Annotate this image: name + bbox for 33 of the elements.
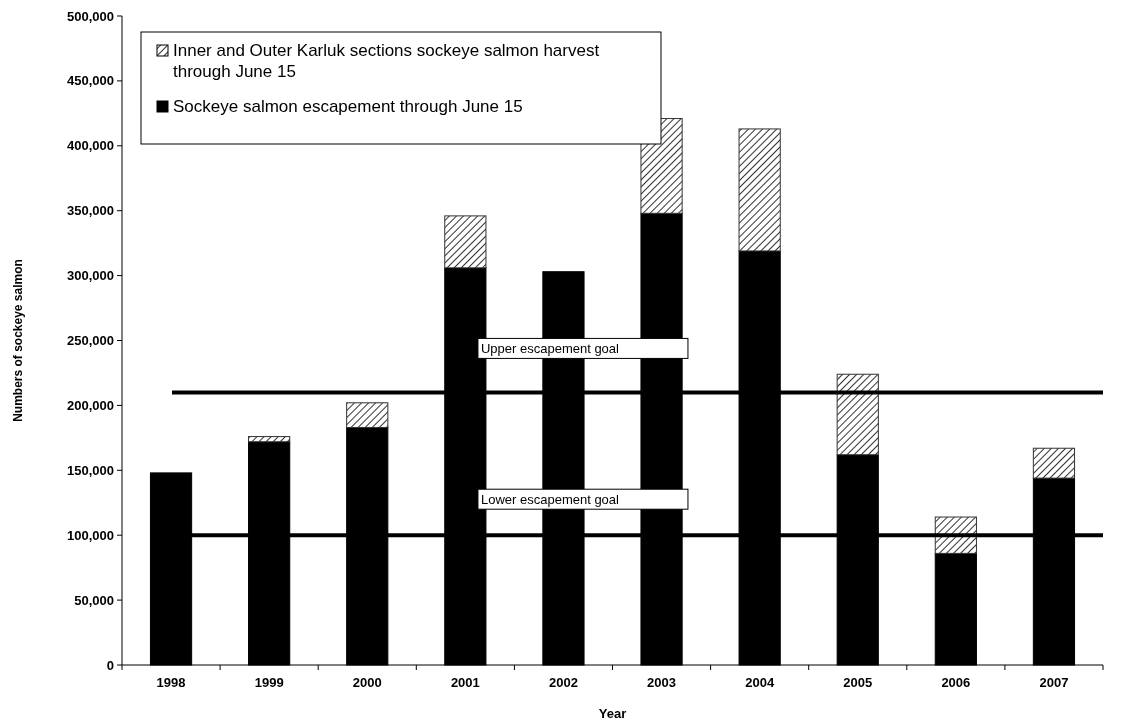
- y-tick-label: 450,000: [67, 73, 114, 89]
- y-axis-title: Numbers of sockeye salmon: [11, 259, 25, 422]
- y-tick-label: 250,000: [67, 333, 114, 349]
- x-tick-label: 2003: [647, 675, 677, 690]
- ref-line-label: Lower escapement goal: [480, 492, 620, 508]
- bar: [346, 402, 389, 428]
- bar: [444, 215, 487, 269]
- bar: [248, 436, 291, 443]
- x-tick-label: 2000: [352, 675, 382, 690]
- ref-line-label: Upper escapement goal: [480, 341, 620, 357]
- x-tick-label: 2005: [843, 675, 873, 690]
- x-axis-title: Year: [598, 706, 627, 721]
- x-tick-label: 2007: [1039, 675, 1069, 690]
- bar: [1032, 447, 1076, 479]
- x-tick-label: 2001: [450, 675, 480, 690]
- y-tick-label: 400,000: [67, 138, 114, 154]
- y-tick-label: 500,000: [67, 8, 114, 24]
- legend-label: Inner and Outer Karluk sections sockeye salmon harvest through June 15: [173, 41, 600, 81]
- legend-label: Sockeye salmon escapement through June 15: [173, 97, 523, 116]
- y-tick-label: 200,000: [67, 397, 114, 413]
- y-tick-label: 0: [106, 657, 114, 673]
- y-tick-label: 300,000: [67, 268, 114, 284]
- y-tick-label: 350,000: [67, 203, 114, 219]
- bar: [836, 373, 879, 456]
- y-tick-label: 100,000: [67, 527, 114, 543]
- x-tick-label: 1999: [254, 675, 284, 690]
- y-tick-label: 150,000: [67, 462, 114, 478]
- x-tick-label: 2004: [745, 675, 775, 690]
- y-tick-label: 50,000: [74, 592, 114, 608]
- x-tick-label: 2002: [548, 675, 578, 690]
- bar: [738, 128, 781, 252]
- x-tick-label: 2006: [941, 675, 971, 690]
- x-tick-label: 1998: [156, 675, 186, 690]
